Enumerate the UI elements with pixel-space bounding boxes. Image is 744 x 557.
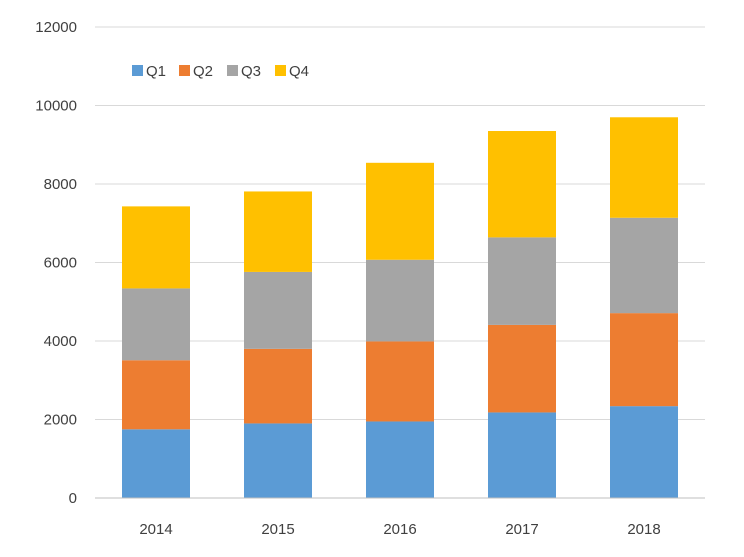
bar-q2-2017 bbox=[488, 324, 556, 413]
bar-q4-2018 bbox=[610, 117, 678, 218]
x-tick-labels: 2014 2015 2016 2017 2018 bbox=[139, 521, 660, 538]
legend-swatch-q1 bbox=[132, 65, 143, 76]
legend-label-q4: Q4 bbox=[289, 63, 309, 80]
legend-swatch-q2 bbox=[179, 65, 190, 76]
bar-q1-2016 bbox=[366, 421, 434, 498]
bar-q3-2017 bbox=[488, 237, 556, 325]
bar-q2-2015 bbox=[244, 348, 312, 424]
bar-q3-2015 bbox=[244, 271, 312, 349]
x-tick-label: 2018 bbox=[627, 521, 660, 538]
x-tick-label: 2014 bbox=[139, 521, 172, 538]
bar-q4-2014 bbox=[122, 206, 190, 289]
legend-label-q1: Q1 bbox=[146, 63, 166, 80]
bar-q3-2016 bbox=[366, 259, 434, 342]
bar-q3-2018 bbox=[610, 217, 678, 314]
bars bbox=[122, 117, 678, 498]
x-tick-label: 2015 bbox=[261, 521, 294, 538]
bar-q2-2014 bbox=[122, 360, 190, 430]
bar-q1-2015 bbox=[244, 423, 312, 498]
x-tick-label: 2016 bbox=[383, 521, 416, 538]
y-tick-label: 6000 bbox=[44, 255, 77, 272]
bar-q2-2018 bbox=[610, 313, 678, 407]
x-tick-label: 2017 bbox=[505, 521, 538, 538]
legend-label-q2: Q2 bbox=[193, 63, 213, 80]
bar-q1-2017 bbox=[488, 412, 556, 498]
y-tick-label: 2000 bbox=[44, 412, 77, 429]
y-tick-label: 12000 bbox=[35, 19, 77, 36]
bar-q2-2016 bbox=[366, 341, 434, 422]
legend: Q1 Q2 Q3 Q4 bbox=[132, 63, 309, 80]
bar-q3-2014 bbox=[122, 288, 190, 361]
legend-swatch-q4 bbox=[275, 65, 286, 76]
bar-q4-2015 bbox=[244, 191, 312, 272]
y-tick-label: 8000 bbox=[44, 176, 77, 193]
bar-q1-2018 bbox=[610, 406, 678, 498]
bar-q4-2017 bbox=[488, 131, 556, 238]
bar-q1-2014 bbox=[122, 429, 190, 498]
y-tick-labels: 0 2000 4000 6000 8000 10000 12000 bbox=[35, 19, 77, 507]
bar-q4-2016 bbox=[366, 162, 434, 260]
y-tick-label: 10000 bbox=[35, 98, 77, 115]
y-tick-label: 0 bbox=[69, 490, 77, 507]
y-tick-label: 4000 bbox=[44, 333, 77, 350]
legend-label-q3: Q3 bbox=[241, 63, 261, 80]
legend-swatch-q3 bbox=[227, 65, 238, 76]
